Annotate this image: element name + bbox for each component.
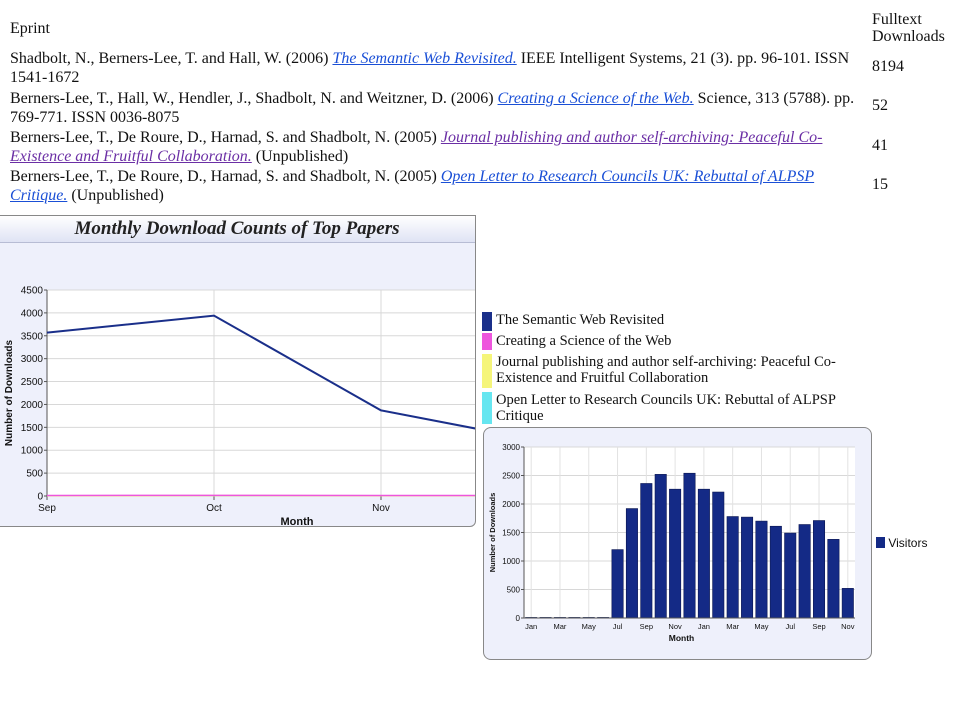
paper-download-count: 41 bbox=[872, 137, 888, 154]
bar bbox=[798, 524, 811, 619]
plot-area bbox=[47, 290, 475, 496]
bar bbox=[669, 488, 682, 619]
legend-label: Creating a Science of the Web bbox=[496, 333, 672, 349]
x-tick-label: Mar bbox=[554, 622, 567, 631]
y-tick-label: 1000 bbox=[21, 446, 44, 457]
x-tick-label: Jan bbox=[698, 622, 710, 631]
x-tick-label: Mar bbox=[726, 622, 739, 631]
legend-label: Journal publishing and author self-archi… bbox=[496, 354, 836, 386]
bar-chart: 3000 2500 2000 1500 1000 500 0 Jan Mar May Jul Sep N… bbox=[488, 443, 855, 643]
legend-label-visitors: Visitors bbox=[888, 536, 928, 550]
y-axis-label: Number of Downloads bbox=[4, 340, 15, 447]
y-tick-label: 3000 bbox=[502, 443, 520, 452]
paper-link[interactable]: The Semantic Web Revisited. bbox=[332, 50, 517, 67]
paper-link[interactable]: Open Letter to Research Councils UK: Reb… bbox=[10, 168, 815, 204]
y-tick-label: 2000 bbox=[502, 500, 520, 509]
y-tick-label: 500 bbox=[507, 586, 521, 595]
paper-download-count: 15 bbox=[872, 176, 888, 193]
downloads-header-line1: Fulltext bbox=[872, 11, 922, 28]
x-tick-label: Jul bbox=[785, 622, 795, 631]
paper-authors: Shadbolt, N., Berners-Lee, T. and Hall, … bbox=[10, 50, 333, 67]
bar bbox=[640, 483, 653, 619]
bar-chart-legend: Visitors bbox=[876, 536, 927, 550]
legend-swatch bbox=[876, 537, 885, 548]
paper-citation: Science, 313 (5788). pp. 769-771. ISSN 0… bbox=[10, 90, 855, 126]
downloads-header-line2: Downloads bbox=[872, 28, 945, 45]
y-tick-label: 500 bbox=[26, 469, 43, 480]
paper-row: Berners-Lee, T., De Roure, D., Harnad, S… bbox=[10, 128, 860, 166]
bar bbox=[611, 549, 624, 619]
y-tick-label: 2500 bbox=[502, 472, 520, 481]
y-tick-label: 1500 bbox=[502, 529, 520, 538]
x-tick-label: Nov bbox=[841, 622, 855, 631]
paper-authors: Berners-Lee, T., Hall, W., Hendler, J., … bbox=[10, 90, 498, 107]
paper-row: Berners-Lee, T., De Roure, D., Harnad, S… bbox=[10, 167, 860, 205]
paper-link[interactable]: Journal publishing and author self-archi… bbox=[10, 129, 823, 165]
y-tick-label: 3000 bbox=[21, 354, 44, 365]
x-axis-label: Month bbox=[281, 516, 314, 527]
legend-swatch bbox=[482, 392, 492, 424]
paper-download-count: 52 bbox=[872, 97, 888, 114]
y-tick-label: 3500 bbox=[21, 331, 44, 342]
y-tick-label: 4000 bbox=[21, 308, 44, 319]
bar bbox=[654, 474, 667, 619]
x-tick-label: Sep bbox=[640, 622, 653, 631]
eprint-column-header: Eprint bbox=[10, 20, 50, 37]
y-tick-label: 0 bbox=[37, 492, 43, 503]
x-tick-label: Sep bbox=[38, 503, 56, 514]
paper-citation: (Unpublished) bbox=[67, 187, 164, 204]
y-tick-label: 2500 bbox=[21, 377, 44, 388]
bar bbox=[827, 539, 840, 619]
paper-download-count: 8194 bbox=[872, 58, 904, 75]
bar bbox=[784, 532, 797, 619]
paper-citation: IEEE Intelligent Systems, 21 (3). pp. 96… bbox=[10, 50, 850, 86]
series-line bbox=[46, 314, 475, 430]
legend-label: Open Letter to Research Councils UK: Reb… bbox=[496, 392, 836, 424]
x-axis-label: Month bbox=[669, 633, 695, 643]
x-tick-label: May bbox=[754, 622, 768, 631]
line-chart-title: Monthly Download Counts of Top Papers bbox=[0, 216, 475, 243]
y-tick-label: 2000 bbox=[21, 400, 44, 411]
bar bbox=[726, 516, 739, 619]
bar bbox=[755, 520, 768, 619]
paper-row: Berners-Lee, T., Hall, W., Hendler, J., … bbox=[10, 89, 860, 127]
x-tick-label: Nov bbox=[372, 503, 390, 514]
paper-link[interactable]: Creating a Science of the Web. bbox=[497, 90, 694, 107]
paper-row: Shadbolt, N., Berners-Lee, T. and Hall, … bbox=[10, 49, 860, 87]
x-tick-label: Sep bbox=[812, 622, 825, 631]
bar bbox=[813, 520, 826, 619]
y-tick-label: 1500 bbox=[21, 423, 44, 434]
downloads-column-header: Fulltext Downloads bbox=[872, 11, 945, 45]
bar bbox=[841, 588, 854, 619]
legend-label: The Semantic Web Revisited bbox=[496, 312, 665, 328]
x-tick-label: Nov bbox=[668, 622, 682, 631]
x-tick-label: May bbox=[582, 622, 596, 631]
paper-authors: Berners-Lee, T., De Roure, D., Harnad, S… bbox=[10, 168, 441, 185]
bar bbox=[683, 472, 696, 619]
line-chart-panel: Monthly Download Counts of Top Papers 45… bbox=[0, 215, 476, 527]
y-tick-label: 4500 bbox=[21, 286, 44, 297]
bar-chart-panel: 3000 2500 2000 1500 1000 500 0 Jan Mar May Jul Sep N… bbox=[483, 427, 872, 660]
paper-authors: Berners-Lee, T., De Roure, D., Harnad, S… bbox=[10, 129, 441, 146]
bar bbox=[697, 488, 710, 619]
bar bbox=[741, 516, 754, 619]
bar bbox=[769, 525, 782, 619]
x-tick-label: Oct bbox=[206, 503, 222, 514]
bar bbox=[625, 508, 638, 619]
x-tick-label: Jan bbox=[525, 622, 537, 631]
x-tick-label: Jul bbox=[613, 622, 623, 631]
y-tick-label: 1000 bbox=[502, 557, 520, 566]
legend-swatch bbox=[482, 312, 492, 331]
y-axis-label: Number of Downloads bbox=[488, 493, 497, 573]
legend-swatch bbox=[482, 354, 492, 388]
legend-swatch bbox=[482, 333, 492, 350]
bar bbox=[712, 491, 725, 619]
paper-citation: (Unpublished) bbox=[251, 148, 349, 165]
y-tick-label: 0 bbox=[516, 614, 521, 623]
